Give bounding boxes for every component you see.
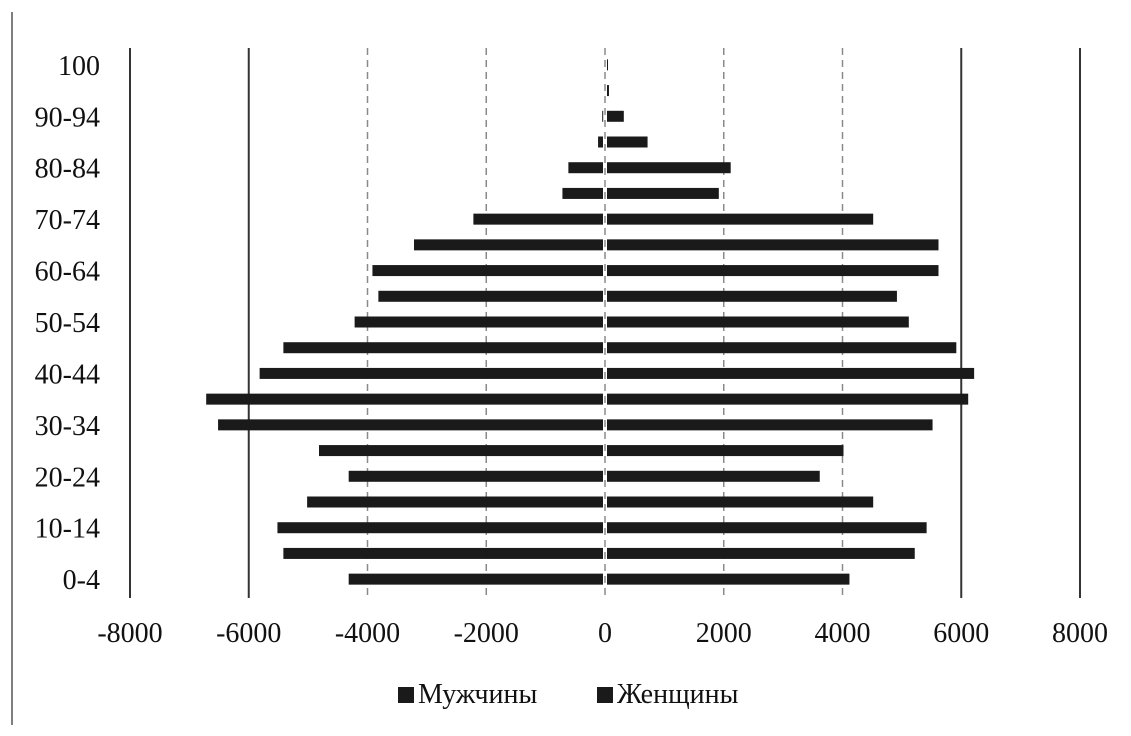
- x-tick-label: 6000: [933, 618, 989, 649]
- bar-men: [372, 265, 603, 277]
- x-axis-tick-labels: -8000 -6000 -4000 -2000 0 2000 4000 6000 8000: [97, 618, 1108, 649]
- bar-women: [607, 445, 844, 457]
- bar-women: [607, 290, 897, 302]
- legend: Мужчины Женщины: [398, 679, 739, 710]
- x-tick-label: -2000: [454, 618, 519, 649]
- legend-swatch-women: [597, 687, 613, 703]
- bar-men: [319, 445, 603, 457]
- bar-men: [354, 316, 603, 328]
- bar-men: [414, 239, 603, 251]
- bar-women: [607, 136, 648, 148]
- bar-women: [607, 496, 874, 508]
- bar-women: [607, 239, 939, 251]
- bar-men: [348, 470, 603, 482]
- bars-layer: [206, 59, 975, 585]
- bar-women: [607, 265, 939, 277]
- x-tick-label: -6000: [216, 618, 281, 649]
- bar-women: [607, 393, 969, 405]
- bar-women: [607, 85, 609, 97]
- y-tick-label: 90-94: [35, 102, 100, 133]
- x-tick-label: 4000: [815, 618, 871, 649]
- x-tick-label: 8000: [1052, 618, 1108, 649]
- bar-men: [277, 522, 603, 534]
- bar-men: [348, 573, 603, 585]
- bar-men: [602, 110, 604, 122]
- legend-label-women: Женщины: [617, 679, 739, 710]
- y-tick-label: 40-44: [35, 359, 100, 390]
- bar-men: [206, 393, 603, 405]
- bar-women: [607, 419, 933, 431]
- bar-women: [607, 342, 957, 354]
- bar-women: [607, 573, 850, 585]
- bar-women: [607, 187, 719, 199]
- bar-men: [283, 547, 603, 559]
- bar-women: [607, 367, 975, 379]
- x-tick-label: 0: [598, 618, 612, 649]
- y-tick-label: 100: [58, 51, 100, 82]
- legend-swatch-men: [398, 687, 414, 703]
- x-tick-label: -4000: [335, 618, 400, 649]
- bar-women: [607, 316, 909, 328]
- bar-men: [259, 367, 603, 379]
- y-tick-label: 0-4: [63, 565, 100, 596]
- bar-men: [598, 136, 603, 148]
- bar-men: [283, 342, 603, 354]
- x-tick-label: -8000: [97, 618, 162, 649]
- y-axis-tick-labels: 0-4 10-14 20-24 30-34 40-44 50-54 60-64 70-74 80…: [35, 51, 100, 596]
- bar-men: [378, 290, 603, 302]
- bar-women: [607, 110, 624, 122]
- y-tick-label: 70-74: [35, 205, 100, 236]
- legend-label-men: Мужчины: [418, 679, 538, 710]
- bar-women: [607, 522, 927, 534]
- bar-men: [568, 162, 603, 174]
- y-tick-label: 50-54: [35, 308, 100, 339]
- bar-men: [562, 187, 603, 199]
- grid-layer: [129, 48, 1081, 598]
- x-tick-label: 2000: [696, 618, 752, 649]
- bar-women: [607, 470, 820, 482]
- y-tick-label: 30-34: [35, 411, 100, 442]
- bar-men: [473, 213, 603, 225]
- y-tick-label: 10-14: [35, 514, 100, 545]
- bar-women: [607, 59, 608, 71]
- y-tick-label: 80-84: [35, 154, 100, 185]
- bar-women: [607, 162, 731, 174]
- y-tick-label: 20-24: [35, 462, 100, 493]
- bar-men: [218, 419, 603, 431]
- bar-women: [607, 213, 874, 225]
- bar-women: [607, 547, 915, 559]
- y-tick-label: 60-64: [35, 257, 100, 288]
- bar-men: [307, 496, 603, 508]
